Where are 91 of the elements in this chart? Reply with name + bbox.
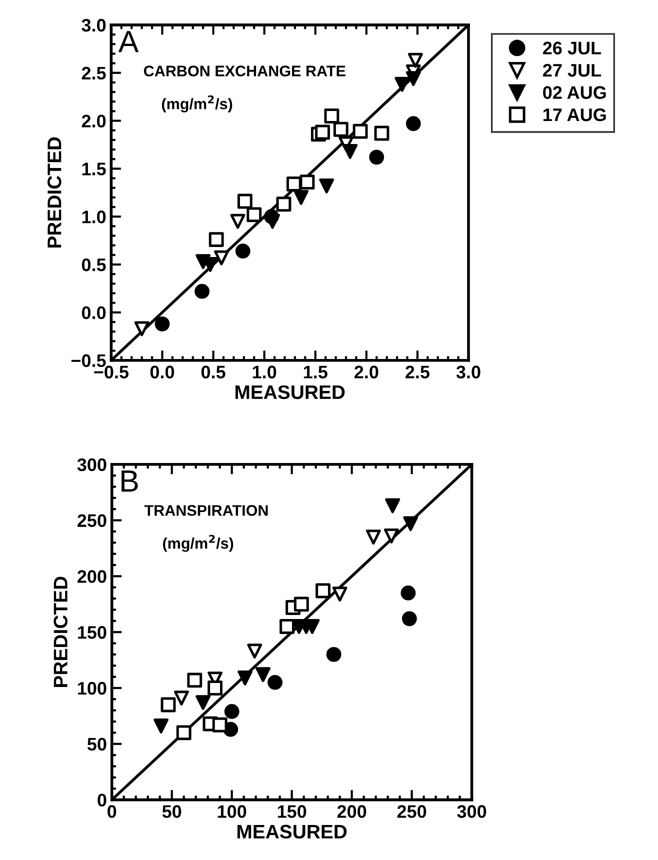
point xyxy=(406,116,421,132)
y-tick-label: 0 xyxy=(98,794,106,807)
point xyxy=(403,516,418,532)
legend-label: 26 JUL xyxy=(542,42,602,54)
point xyxy=(224,704,240,719)
point xyxy=(208,232,224,248)
point xyxy=(238,670,252,686)
point xyxy=(276,196,292,212)
x-axis-title: MEASURED xyxy=(236,385,345,400)
x-tick-label: 0.5 xyxy=(201,366,226,378)
x-axis-title: MEASURED xyxy=(237,824,347,839)
point xyxy=(280,619,294,634)
point xyxy=(406,71,421,86)
y-tick-label: 150 xyxy=(78,626,106,639)
y-tick-label: 100 xyxy=(78,682,106,695)
point xyxy=(294,190,309,205)
annotation: (mg/m$^{2}$/s) xyxy=(163,534,234,552)
point xyxy=(400,586,416,600)
point xyxy=(319,178,334,194)
point xyxy=(294,596,309,612)
annotation: CARBON EXCHANGE RATE xyxy=(144,66,346,76)
point xyxy=(187,672,202,688)
point xyxy=(333,122,348,137)
y-axis-title: PREDICTED xyxy=(54,576,68,687)
point xyxy=(160,697,176,712)
point xyxy=(246,207,262,222)
x-tick-label: 2.5 xyxy=(406,366,430,378)
point xyxy=(154,718,169,734)
point xyxy=(256,667,270,682)
x-tick-label: 50 xyxy=(162,805,182,818)
point xyxy=(286,176,302,192)
x-tick-label: 100 xyxy=(218,805,246,818)
point xyxy=(134,321,150,336)
point xyxy=(369,150,384,165)
point xyxy=(300,174,315,190)
y-tick-label: 200 xyxy=(78,570,106,583)
point xyxy=(268,674,282,690)
point xyxy=(208,680,222,696)
point xyxy=(326,647,342,662)
legend-label: 17 AUG xyxy=(544,108,606,122)
y-tick-label: −0.5 xyxy=(71,354,106,368)
y-tick-label: 250 xyxy=(78,514,106,528)
x-tick-label: 300 xyxy=(457,805,486,818)
legend-label: 02 AUG xyxy=(543,86,606,99)
annotation: B xyxy=(122,470,138,492)
point xyxy=(366,530,381,545)
point xyxy=(237,194,252,209)
point xyxy=(214,250,229,266)
point xyxy=(212,717,228,732)
point xyxy=(230,214,246,229)
point xyxy=(385,498,400,514)
x-tick-label: 0 xyxy=(108,805,116,818)
point xyxy=(402,611,417,626)
annotation: TRANSPIRATION xyxy=(144,505,268,516)
y-tick-label: 0.0 xyxy=(82,306,106,320)
x-tick-label: 3.0 xyxy=(456,366,480,378)
x-tick-label: 1.0 xyxy=(252,366,276,378)
y-tick-label: 2.5 xyxy=(82,66,106,80)
point xyxy=(374,126,390,141)
x-tick-label: 0.0 xyxy=(150,366,174,378)
y-tick-label: 1.5 xyxy=(82,162,106,176)
y-axis-title: PREDICTED xyxy=(48,137,62,248)
x-tick-label: 200 xyxy=(337,805,366,818)
point xyxy=(352,124,368,139)
point xyxy=(316,583,330,598)
x-tick-label: 2.0 xyxy=(354,366,378,378)
annotation: (mg/m$^{2}$/s) xyxy=(162,95,232,112)
point xyxy=(196,695,211,710)
point xyxy=(342,144,358,159)
y-tick-label: 2.0 xyxy=(82,114,106,128)
point xyxy=(235,244,250,259)
point xyxy=(154,316,170,332)
point xyxy=(324,108,340,124)
point xyxy=(394,76,410,92)
point xyxy=(332,586,348,602)
point xyxy=(176,725,192,740)
point xyxy=(315,124,330,140)
y-tick-label: 50 xyxy=(87,738,106,751)
annotation: A xyxy=(118,31,139,52)
point xyxy=(194,284,210,299)
x-tick-label: 150 xyxy=(278,805,306,818)
y-tick-label: 300 xyxy=(77,458,106,472)
legend-label: 27 JUL xyxy=(542,64,602,77)
y-tick-label: 0.5 xyxy=(82,258,106,272)
point xyxy=(174,690,189,706)
x-tick-label: 1.5 xyxy=(304,366,328,378)
point xyxy=(247,644,262,659)
point xyxy=(408,52,423,68)
y-tick-label: 1.0 xyxy=(82,210,106,224)
x-tick-label: 250 xyxy=(397,805,426,818)
y-tick-label: 3.0 xyxy=(82,18,106,32)
